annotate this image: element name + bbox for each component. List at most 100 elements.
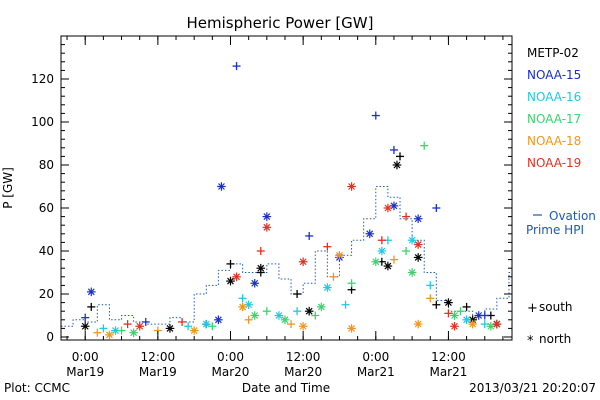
south-marker-noaa-16 <box>480 320 489 329</box>
south-marker-noaa-17 <box>208 322 217 331</box>
north-marker-noaa-19 <box>298 257 308 267</box>
north-marker-noaa-17 <box>129 328 138 337</box>
y-tick-label: 120 <box>31 72 54 86</box>
north-marker-noaa-16 <box>323 283 332 292</box>
south-marker-noaa-17 <box>262 307 271 316</box>
north-marker-noaa-19 <box>492 319 502 329</box>
north-marker-noaa-16 <box>201 319 211 329</box>
south-marker-noaa-16 <box>426 281 435 290</box>
south-marker-noaa-18 <box>93 328 102 337</box>
north-marker-noaa-15 <box>389 201 399 211</box>
legend-entry-noaa-15: NOAA-15 <box>527 68 581 82</box>
north-marker-noaa-19 <box>232 272 241 282</box>
x-tick-time-label: 0:00 <box>217 350 244 364</box>
north-marker-noaa-16 <box>111 326 120 335</box>
x-axis-label: Date and Time <box>242 381 330 395</box>
north-marker-metp-02 <box>304 306 314 316</box>
ovation-legend-line1: Ovation <box>549 209 596 223</box>
south-marker-noaa-19 <box>402 212 411 221</box>
plot-credit: Plot: CCMC <box>4 381 70 395</box>
south-marker-noaa-18 <box>426 294 435 303</box>
ovation-hpi-line <box>61 186 512 327</box>
south-marker-noaa-16 <box>293 307 302 316</box>
north-marker-noaa-16 <box>407 235 417 245</box>
north-marker-noaa-17 <box>280 315 290 325</box>
south-marker-noaa-15 <box>305 231 314 240</box>
south-marker-metp-02 <box>462 302 471 311</box>
north-marker-label: north <box>539 332 571 346</box>
x-tick-date-label: Mar20 <box>212 365 250 379</box>
x-tick-date-label: Mar19 <box>66 365 104 379</box>
north-marker-noaa-15 <box>250 278 260 288</box>
y-axis-label: P [GW] <box>1 167 15 209</box>
x-tick-time-label: 0:00 <box>362 350 389 364</box>
south-marker-noaa-18 <box>389 255 398 264</box>
north-marker-metp-02 <box>256 263 266 273</box>
y-tick-label: 60 <box>39 201 54 215</box>
north-marker-noaa-18 <box>189 326 199 335</box>
north-marker-noaa-18 <box>238 302 247 312</box>
ovation-legend: Ovation Prime HPI <box>526 209 596 237</box>
north-marker-noaa-16 <box>244 300 253 310</box>
north-marker-noaa-17 <box>250 311 260 320</box>
legend: METP-02 NOAA-15 NOAA-16 NOAA-17 NOAA-18 NOAA-… <box>527 46 581 170</box>
south-marker-noaa-19 <box>323 242 332 251</box>
south-marker-noaa-17 <box>311 311 320 320</box>
north-marker-noaa-19 <box>413 240 423 249</box>
north-marker-noaa-17 <box>486 321 496 331</box>
y-tick-label: 0 <box>46 330 54 344</box>
south-marker-noaa-15 <box>141 317 150 326</box>
x-tick-time-label: 12:00 <box>141 350 176 364</box>
chart-title: Hemispheric Power [GW] <box>187 14 374 32</box>
north-marker-noaa-16 <box>462 315 471 325</box>
south-marker-noaa-17 <box>456 307 465 316</box>
south-marker-noaa-19 <box>178 317 187 326</box>
north-marker-noaa-17 <box>371 257 381 267</box>
x-tick-time-label: 12:00 <box>431 350 466 364</box>
north-marker-metp-02 <box>165 324 175 333</box>
south-marker-noaa-15 <box>371 111 380 120</box>
north-marker-noaa-16 <box>377 246 387 256</box>
south-marker-metp-02 <box>226 259 235 268</box>
legend-entry-noaa-17: NOAA-17 <box>527 112 581 126</box>
x-axis: 0:00Mar1912:00Mar190:00Mar2012:00Mar200:… <box>66 36 504 379</box>
data-markers <box>80 62 502 340</box>
north-marker-noaa-19 <box>347 182 356 191</box>
legend-entry-noaa-18: NOAA-18 <box>527 134 581 148</box>
plot-frame <box>60 35 513 341</box>
south-marker-noaa-16 <box>341 300 350 309</box>
north-marker-metp-02 <box>444 298 453 307</box>
north-marker-noaa-19 <box>262 223 272 232</box>
north-marker-noaa-15 <box>365 229 375 239</box>
south-marker-noaa-16 <box>238 294 247 303</box>
y-tick-label: 100 <box>31 115 54 129</box>
north-marker-metp-02 <box>226 276 235 286</box>
north-marker-noaa-17 <box>450 311 459 320</box>
south-marker-noaa-18 <box>287 320 296 329</box>
north-marker-noaa-19 <box>450 321 459 331</box>
x-tick-date-label: Mar21 <box>429 365 467 379</box>
south-marker-noaa-15 <box>432 204 441 212</box>
north-marker-symbol: * <box>527 334 534 349</box>
x-tick-date-label: Mar19 <box>139 365 177 379</box>
north-marker-metp-02 <box>392 160 402 170</box>
north-marker-metp-02 <box>413 253 423 262</box>
north-marker-noaa-18 <box>298 321 308 331</box>
north-marker-noaa-15 <box>413 214 423 224</box>
north-marker-noaa-15 <box>262 212 272 221</box>
x-tick-time-label: 0:00 <box>72 350 99 364</box>
south-marker-noaa-17 <box>402 247 411 255</box>
south-marker-metp-02 <box>87 302 96 311</box>
north-marker-noaa-15 <box>86 287 96 297</box>
south-marker-noaa-15 <box>81 313 90 322</box>
south-marker-noaa-16 <box>99 324 108 333</box>
south-marker-noaa-17 <box>420 141 429 150</box>
south-marker-noaa-17 <box>347 279 356 288</box>
north-marker-noaa-15 <box>217 182 226 191</box>
legend-entry-noaa-19: NOAA-19 <box>527 156 581 170</box>
legend-entry-noaa-16: NOAA-16 <box>527 90 581 104</box>
south-marker-metp-02 <box>432 300 441 309</box>
south-marker-noaa-19 <box>444 309 453 318</box>
north-marker-noaa-18 <box>105 330 114 340</box>
south-marker-symbol: + <box>527 301 538 316</box>
